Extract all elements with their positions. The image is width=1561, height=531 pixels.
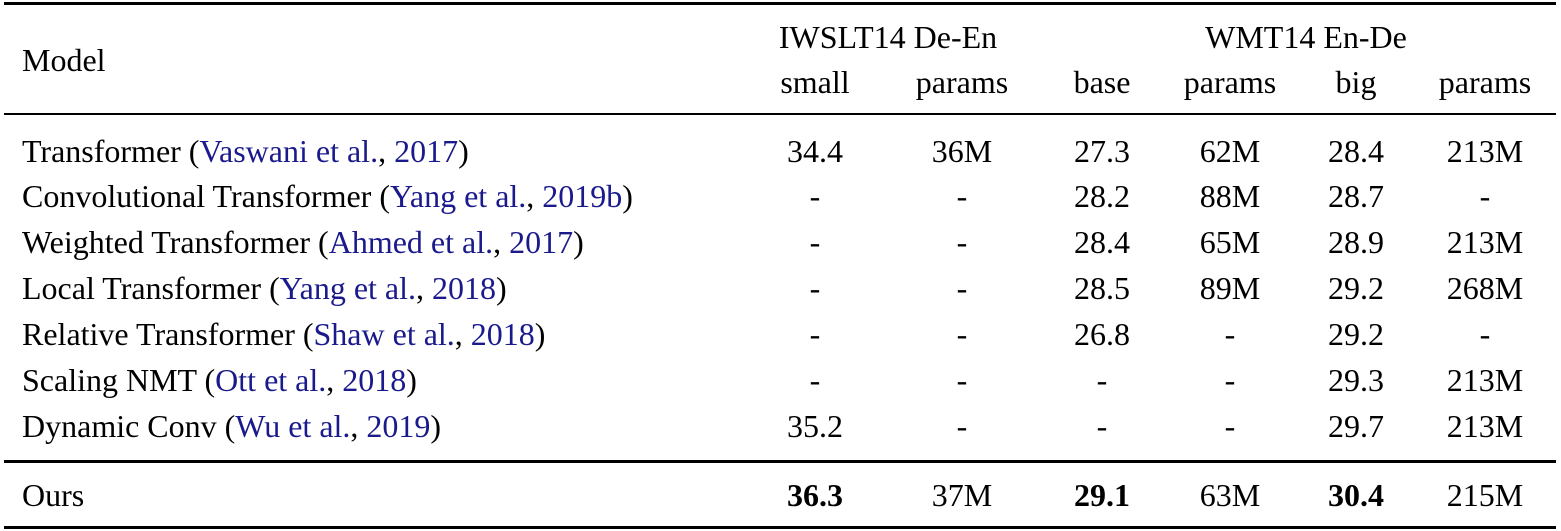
citation-year-link[interactable]: 2019 xyxy=(366,408,431,444)
row-3-base: 28.5 xyxy=(1074,270,1130,306)
ours-small: 36.3 xyxy=(787,477,843,513)
row-1-base: 28.2 xyxy=(1074,178,1130,214)
citation-author-link[interactable]: Wu et al. xyxy=(235,408,351,444)
citation-year-link[interactable]: 2017 xyxy=(394,133,459,169)
row-3-small: - xyxy=(809,270,821,306)
citation-author-link[interactable]: Vaswani et al. xyxy=(199,133,379,169)
row-6-model: Dynamic Conv (Wu et al., 2019) xyxy=(22,408,442,444)
row-1-params-big: - xyxy=(1479,178,1491,214)
row-1-model: Convolutional Transformer (Yang et al., … xyxy=(22,178,633,214)
row-4-params-big: - xyxy=(1479,316,1491,352)
row-6-params-iwslt: - xyxy=(956,408,968,444)
citation-year-link[interactable]: 2019b xyxy=(542,178,623,214)
header-bottom-rule xyxy=(4,113,1556,115)
row-5-params-base: - xyxy=(1224,362,1236,398)
row-4-base: 26.8 xyxy=(1074,316,1130,352)
row-0-small: 34.4 xyxy=(787,133,843,169)
row-1-params-iwslt: - xyxy=(956,178,968,214)
header-col-base: base xyxy=(1073,64,1131,100)
row-5-params-big: 213M xyxy=(1446,362,1524,398)
header-model-label: Model xyxy=(22,42,106,78)
citation-year-link[interactable]: 2018 xyxy=(432,270,497,306)
row-2-small: - xyxy=(809,224,821,260)
row-2-params-iwslt: - xyxy=(956,224,968,260)
model-name: Convolutional Transformer xyxy=(22,178,372,214)
row-1-small: - xyxy=(809,178,821,214)
row-6-small: 35.2 xyxy=(787,408,843,444)
citation-author-link[interactable]: Ahmed et al. xyxy=(328,224,494,260)
model-name: Local Transformer xyxy=(22,270,262,306)
row-5-big: 29.3 xyxy=(1328,362,1384,398)
row-5-model: Scaling NMT (Ott et al., 2018) xyxy=(22,362,417,398)
header-col-params-iwslt: params xyxy=(915,64,1009,100)
row-5-small: - xyxy=(809,362,821,398)
row-2-big: 28.9 xyxy=(1328,224,1384,260)
header-group-iwslt: IWSLT14 De-En xyxy=(778,19,998,55)
model-name: Dynamic Conv xyxy=(22,408,217,444)
row-3-params-base: 89M xyxy=(1199,270,1261,306)
model-name: Transformer xyxy=(22,133,181,169)
row-0-params-big: 213M xyxy=(1446,133,1524,169)
citation-year-link[interactable]: 2018 xyxy=(342,362,407,398)
row-4-params-base: - xyxy=(1224,316,1236,352)
row-0-params-iwslt: 36M xyxy=(931,133,993,169)
header-col-small: small xyxy=(780,64,850,100)
table-bottom-rule xyxy=(4,526,1556,529)
ours-model: Ours xyxy=(22,477,85,513)
row-0-big: 28.4 xyxy=(1328,133,1384,169)
row-2-params-base: 65M xyxy=(1199,224,1261,260)
citation-year-link[interactable]: 2018 xyxy=(470,316,535,352)
row-4-big: 29.2 xyxy=(1328,316,1384,352)
model-name: Relative Transformer xyxy=(22,316,295,352)
row-2-model: Weighted Transformer (Ahmed et al., 2017… xyxy=(22,224,584,260)
row-3-params-big: 268M xyxy=(1446,270,1524,306)
row-4-model: Relative Transformer (Shaw et al., 2018) xyxy=(22,316,546,352)
row-6-base: - xyxy=(1096,408,1108,444)
row-5-params-iwslt: - xyxy=(956,362,968,398)
ours-params-big: 215M xyxy=(1446,477,1524,513)
row-1-big: 28.7 xyxy=(1328,178,1384,214)
header-col-big: big xyxy=(1335,64,1377,100)
row-4-small: - xyxy=(809,316,821,352)
row-0-params-base: 62M xyxy=(1199,133,1261,169)
row-4-params-iwslt: - xyxy=(956,316,968,352)
citation-author-link[interactable]: Ott et al. xyxy=(215,362,327,398)
row-6-params-base: - xyxy=(1224,408,1236,444)
row-3-model: Local Transformer (Yang et al., 2018) xyxy=(22,270,507,306)
body-bottom-rule xyxy=(4,460,1556,463)
ours-big: 30.4 xyxy=(1328,477,1384,513)
table-top-rule xyxy=(4,2,1556,5)
row-2-base: 28.4 xyxy=(1074,224,1130,260)
model-name: Weighted Transformer xyxy=(22,224,311,260)
row-0-model: Transformer (Vaswani et al., 2017) xyxy=(22,133,469,169)
row-3-big: 29.2 xyxy=(1328,270,1384,306)
citation-year-link[interactable]: 2017 xyxy=(509,224,574,260)
header-group-wmt: WMT14 En-De xyxy=(1205,19,1407,55)
citation-author-link[interactable]: Shaw et al. xyxy=(313,316,455,352)
ours-params-base: 63M xyxy=(1199,477,1261,513)
ours-base: 29.1 xyxy=(1074,477,1130,513)
row-6-big: 29.7 xyxy=(1328,408,1384,444)
header-col-params-base: params xyxy=(1183,64,1277,100)
header-col-params-big: params xyxy=(1438,64,1532,100)
row-2-params-big: 213M xyxy=(1446,224,1524,260)
row-1-params-base: 88M xyxy=(1199,178,1261,214)
model-name: Scaling NMT xyxy=(22,362,197,398)
row-5-base: - xyxy=(1096,362,1108,398)
row-0-base: 27.3 xyxy=(1074,133,1130,169)
row-6-params-big: 213M xyxy=(1446,408,1524,444)
citation-author-link[interactable]: Yang et al. xyxy=(389,178,527,214)
ours-params-iwslt: 37M xyxy=(931,477,993,513)
citation-author-link[interactable]: Yang et al. xyxy=(279,270,417,306)
row-3-params-iwslt: - xyxy=(956,270,968,306)
